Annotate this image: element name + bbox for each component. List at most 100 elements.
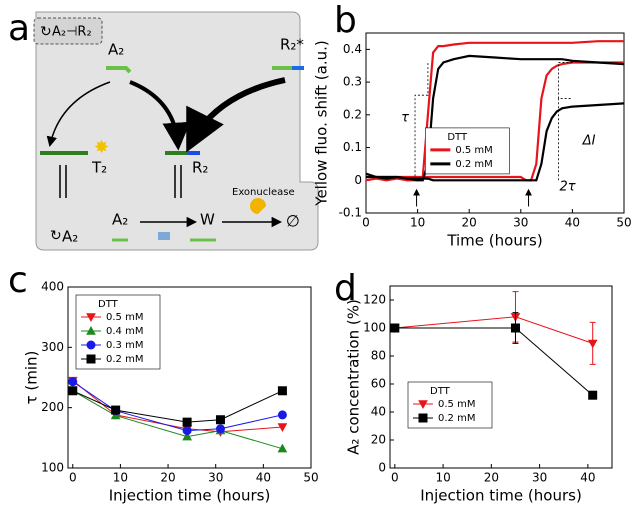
diagram-label: A₂ [112, 211, 128, 229]
marker [510, 323, 520, 333]
diagram-label: R₂* [280, 36, 304, 54]
marker [182, 417, 192, 427]
marker [277, 423, 288, 433]
star: ✸ [94, 137, 109, 158]
x-axis-label: Injection time (hours) [109, 487, 271, 505]
diagram-label: A₂ [108, 41, 124, 59]
legend-marker [418, 400, 428, 410]
x-tick-label: 0 [69, 471, 77, 485]
legend-marker [418, 413, 428, 423]
x-tick-label: 10 [113, 471, 128, 485]
y-tick-label: 20 [371, 433, 386, 447]
marker [68, 377, 78, 387]
data-line [394, 316, 593, 344]
marker [277, 410, 287, 420]
legend-label: 0.5 mM [438, 399, 475, 410]
plot-frame [365, 32, 625, 214]
dashed-box [33, 17, 103, 45]
y-tick-label: 0 [378, 461, 386, 475]
legend-label: 0.2 mM [106, 354, 143, 365]
y-tick-label: -0.1 [339, 206, 362, 220]
plot-frame [389, 285, 613, 469]
annotation: τ [401, 111, 409, 126]
y-tick-label: 120 [363, 293, 386, 307]
panel-label: c [8, 260, 28, 301]
arrow [59, 165, 67, 198]
y-tick-label: 0 [354, 173, 362, 187]
y-tick-label: 80 [371, 349, 386, 363]
legend-marker [86, 354, 96, 364]
polymerase [158, 232, 170, 240]
x-tick-label: 0 [391, 471, 399, 485]
legend-label: 0.2 mM [438, 413, 475, 424]
exonuclease-icon [250, 198, 266, 214]
y-tick-label: 40 [371, 405, 386, 419]
y-axis-label: Yellow fluo. shift (a.u.) [313, 40, 331, 206]
diagram-label: T₂ [91, 159, 107, 177]
x-tick-label: 40 [580, 471, 595, 485]
legend-title: DTT [447, 132, 468, 143]
x-tick-label: 10 [435, 471, 450, 485]
data-line [365, 40, 624, 182]
x-tick-label: 20 [462, 216, 477, 230]
panel-label: d [334, 268, 357, 309]
diagram-label: Exonuclease [232, 187, 295, 198]
marker [215, 424, 225, 434]
diagram: ✸ ↻ ↻ a A₂⊣R₂ A₂ R₂* T₂ R₂ A₂ A₂ W Exonu… [8, 8, 319, 251]
y-tick-label: 100 [41, 461, 64, 475]
y-tick-label: 0.4 [343, 42, 362, 56]
x-tick-label: 30 [532, 471, 547, 485]
legend-label: 0.4 mM [106, 326, 143, 337]
y-tick-label: 300 [41, 340, 64, 354]
legend-marker [86, 313, 96, 323]
legend-title: DTT [98, 299, 119, 310]
strand [106, 66, 132, 74]
legend-marker [86, 325, 96, 335]
marker [111, 405, 121, 415]
arrow [186, 77, 286, 153]
x-tick-label: 30 [513, 216, 528, 230]
marker [215, 415, 225, 425]
x-tick-label: 20 [484, 471, 499, 485]
y-tick-label: 400 [41, 280, 64, 294]
y-tick-label: 60 [371, 377, 386, 391]
data-line [72, 380, 283, 433]
x-tick-label: 0 [362, 216, 370, 230]
marker [390, 323, 400, 333]
annotation: 2τ [560, 179, 576, 194]
y-tick-label: 200 [41, 400, 64, 414]
diagram-label: A₂⊣R₂ [52, 25, 92, 40]
arrow [46, 81, 111, 148]
y-tick-label: 0.3 [343, 75, 362, 89]
x-tick-label: 30 [208, 471, 223, 485]
data-line [72, 390, 283, 423]
legend-label: 0.2 mM [455, 159, 492, 170]
legend-title: DTT [430, 386, 451, 397]
y-tick-label: 0.1 [343, 140, 362, 154]
diagram-label: ∅ [286, 212, 300, 231]
data-line [72, 390, 283, 450]
y-axis-label: A₂ concentration (%) [345, 299, 363, 455]
x-axis-label: Injection time (hours) [420, 487, 582, 505]
cycle-icon: ↻ [50, 228, 62, 244]
legend-marker [86, 340, 96, 350]
y-tick-label: 0.2 [343, 107, 362, 121]
arrow [174, 165, 182, 198]
marker [588, 390, 598, 400]
data-line [366, 61, 624, 182]
x-tick-label: 50 [616, 216, 631, 230]
y-tick-label: 100 [363, 321, 386, 335]
x-tick-label: 40 [256, 471, 271, 485]
x-axis-label: Time (hours) [446, 232, 542, 250]
marker [277, 386, 287, 396]
x-tick-label: 20 [160, 471, 175, 485]
annotation: ΔI [582, 134, 596, 149]
data-line [365, 102, 625, 182]
marker [277, 443, 288, 453]
x-tick-label: 50 [303, 471, 318, 485]
panel-label: a [8, 8, 30, 49]
y-axis-label: τ (min) [23, 351, 41, 405]
diagram-label: W [200, 211, 215, 229]
panel-label: b [334, 0, 357, 41]
cycle-icon: ↻ [40, 24, 52, 40]
